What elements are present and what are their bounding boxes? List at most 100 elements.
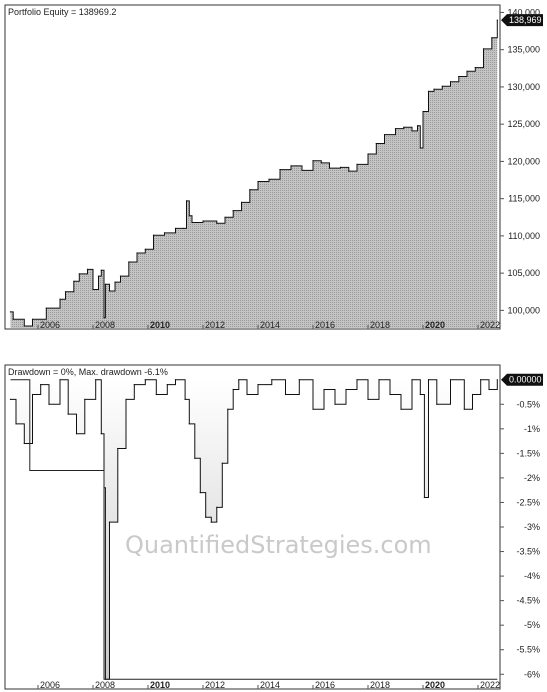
- equity-data-point: [279, 169, 281, 171]
- drawdown-data-point: [298, 379, 300, 381]
- equity-data-point: [482, 48, 485, 50]
- equity-data-point: [45, 307, 47, 309]
- drawdown-y-tick-label: -3.5%: [516, 547, 540, 557]
- equity-data-point: [348, 170, 350, 172]
- equity-x-axis: 2006 2008 2010 2012 2014 2016 2018 2020 2022: [37, 320, 500, 330]
- equity-y-axis: 100,000 105,000 110,000 115,000 120,000 125,0…: [500, 7, 540, 315]
- equity-data-point: [383, 134, 386, 136]
- drawdown-data-point: [423, 496, 425, 499]
- drawdown-data-point: [84, 398, 86, 400]
- equity-y-tick-label: 110,000: [508, 231, 540, 241]
- drawdown-data-point: [188, 423, 190, 425]
- equity-y-tick-label: 135,000: [507, 45, 540, 55]
- equity-data-point: [9, 311, 12, 313]
- equity-y-tick-label: 115,000: [508, 194, 540, 204]
- equity-x-tick-label: 2008: [95, 320, 115, 330]
- drawdown-series-line: [10, 379, 498, 680]
- equity-data-point: [496, 19, 498, 21]
- drawdown-y-tick-label: -2.5%: [516, 497, 540, 507]
- drawdown-data-point: [174, 379, 177, 381]
- drawdown-data-point: [144, 379, 146, 381]
- drawdown-y-tick-label: -1%: [524, 424, 540, 434]
- drawdown-data-point: [199, 492, 201, 494]
- drawdown-data-point: [449, 379, 452, 381]
- drawdown-data-point: [31, 393, 34, 396]
- equity-data-point: [356, 163, 358, 165]
- drawdown-y-tick-label: -3%: [524, 522, 540, 532]
- drawdown-data-point: [436, 403, 438, 405]
- equity-data-point: [100, 269, 102, 271]
- drawdown-data-point: [67, 413, 69, 415]
- drawdown-data-point: [246, 393, 248, 396]
- equity-data-point: [163, 232, 166, 234]
- equity-data-point: [119, 275, 122, 277]
- equity-title: Portfolio Equity = 138969.2: [8, 7, 116, 17]
- drawdown-data-point: [488, 388, 490, 391]
- drawdown-data-point: [356, 379, 358, 381]
- equity-data-point: [394, 128, 397, 130]
- drawdown-data-point: [419, 393, 421, 396]
- equity-data-point: [185, 200, 188, 202]
- drawdown-y-tick-label: -4.5%: [516, 596, 540, 606]
- drawdown-y-axis: -0.5% -1% -1.5% -2% -2.5% -3% -3.5% -4% -4.5% -5%…: [500, 399, 540, 679]
- equity-badge-shape: [501, 14, 543, 27]
- drawdown-badge-shape: [501, 373, 543, 386]
- equity-x-tick-label: 2018: [370, 320, 390, 330]
- equity-y-tick-label: 105,000: [507, 268, 540, 278]
- drawdown-value-badge: 0.00000: [501, 373, 543, 386]
- drawdown-data-point: [378, 379, 380, 381]
- equity-data-point: [466, 70, 468, 72]
- drawdown-data-point: [117, 447, 119, 450]
- equity-data-point: [73, 280, 75, 282]
- drawdown-area-fill: [10, 379, 498, 680]
- drawdown-data-point: [312, 408, 314, 410]
- equity-data-point: [202, 220, 204, 222]
- equity-data-point: [128, 261, 130, 263]
- drawdown-y-tick-label: -0.5%: [516, 399, 540, 409]
- equity-data-point: [108, 290, 111, 292]
- drawdown-plot-frame: [4, 364, 501, 690]
- equity-data-point: [23, 325, 25, 327]
- drawdown-x-tick-label: 2010: [150, 680, 170, 690]
- drawdown-data-point: [227, 408, 229, 410]
- equity-data-point: [441, 85, 443, 87]
- equity-data-point: [320, 162, 322, 164]
- equity-y-tick-label: 120,000: [507, 156, 540, 166]
- equity-data-point: [433, 88, 435, 90]
- drawdown-x-tick-label: 2012: [205, 680, 225, 690]
- equity-data-point: [328, 167, 331, 169]
- drawdown-title: Drawdown = 0%, Max. drawdown -6.1%: [8, 367, 168, 377]
- equity-x-tick-label: 2020: [425, 320, 445, 330]
- drawdown-badge-value: 0.00000: [509, 375, 542, 385]
- drawdown-data-point: [232, 388, 234, 391]
- equity-x-tick-label: 2010: [150, 320, 170, 330]
- equity-data-point: [427, 90, 430, 92]
- equity-data-point: [174, 227, 177, 229]
- equity-data-point: [232, 210, 234, 212]
- drawdown-data-point: [257, 384, 259, 386]
- equity-area-fill: [10, 20, 498, 328]
- equity-data-point: [416, 125, 419, 127]
- drawdown-data-point: [48, 403, 50, 405]
- watermark: QuantifiedStrategies.com: [125, 531, 432, 559]
- equity-data-point: [31, 318, 34, 320]
- equity-data-point: [224, 216, 226, 218]
- drawdown-x-tick-label: 2014: [260, 680, 280, 690]
- drawdown-x-tick-label: 2020: [425, 680, 445, 690]
- drawdown-data-point: [9, 398, 12, 400]
- drawdown-data-point: [496, 379, 498, 381]
- drawdown-data-point: [133, 384, 135, 386]
- equity-y-tick-label: 140,000: [507, 7, 540, 17]
- equity-data-point: [183, 227, 185, 229]
- equity-data-point: [240, 201, 243, 203]
- equity-data-point: [458, 75, 460, 78]
- drawdown-data-point: [184, 398, 186, 400]
- drawdown-y-tick-label: -2%: [524, 473, 540, 483]
- equity-data-point: [86, 268, 89, 270]
- equity-data-point: [97, 275, 100, 277]
- drawdown-data-point: [23, 442, 25, 445]
- drawdown-x-tick-label: 2022: [480, 680, 500, 690]
- equity-data-point: [367, 153, 369, 155]
- equity-data-point: [191, 221, 193, 224]
- drawdown-data-point: [15, 423, 17, 425]
